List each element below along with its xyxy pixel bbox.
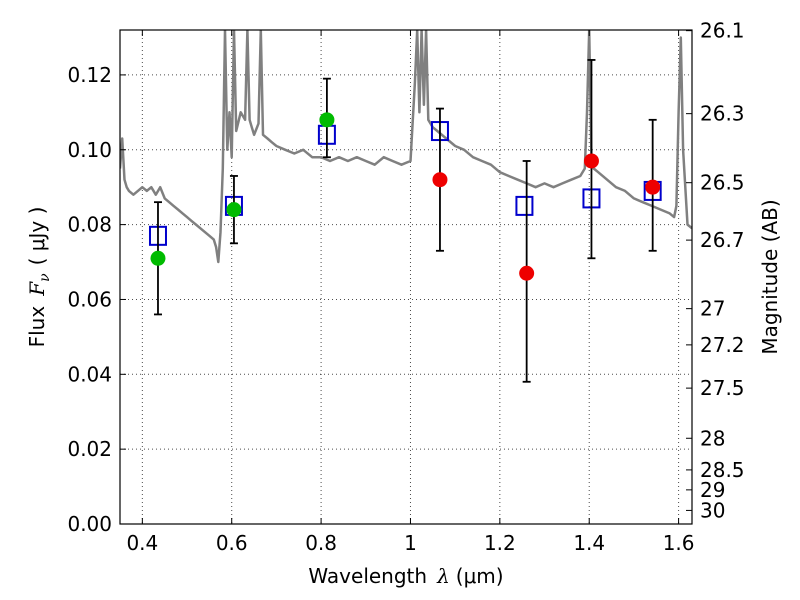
x-tick-label: 1: [404, 531, 417, 555]
plot-frame: [119, 29, 693, 525]
y2-tick-label: 27: [700, 297, 725, 321]
y2-tick-label: 26.3: [700, 102, 745, 126]
observed-point: [432, 172, 448, 188]
y-tick-label: 0.04: [67, 362, 112, 386]
observed-point: [583, 153, 599, 169]
grid: [120, 30, 692, 525]
x-tick-label: 0.8: [305, 531, 337, 555]
y2-tick-label: 28.5: [700, 458, 745, 482]
observed-point: [645, 179, 661, 195]
y2-tick-label: 26.5: [700, 171, 745, 195]
y2-axis-title: Magnitude (AB): [758, 199, 782, 354]
y-tick-label: 0.08: [67, 213, 112, 237]
x-tick-label: 1.2: [484, 531, 516, 555]
y-axis-title: FluxFν( μJy ): [25, 207, 53, 348]
x-tick-label: 1.4: [573, 531, 605, 555]
y-tick-label: 0.12: [67, 63, 112, 87]
y2-tick-label: 26.7: [700, 228, 745, 252]
y-tick-label: 0.02: [67, 437, 112, 461]
x-tick-label: 0.4: [126, 531, 158, 555]
y2-tick-label: 26.1: [700, 19, 745, 43]
observed-point: [150, 250, 166, 266]
axes: 0.4 0.6 0.8 1 1.2 1.4 1.6 0.00 0.02 0.04 0.06 0.08 0…: [67, 19, 744, 555]
y2-tick-label: 27.2: [700, 333, 745, 357]
y2-tick-label: 29: [700, 478, 725, 502]
observed-point: [519, 265, 535, 281]
sed-model-line: [120, 30, 692, 264]
y2-tick-label: 28: [700, 426, 725, 450]
x-tick-label: 1.6: [663, 531, 695, 555]
y-tick-label: 0.10: [67, 138, 112, 162]
model-band-square: [515, 195, 534, 216]
y2-tick-label: 27.5: [700, 376, 745, 400]
y-tick-label: 0.00: [67, 512, 112, 536]
y2-tick-label: 30: [700, 498, 725, 522]
x-axis-title: Wavelength λ (μm): [308, 564, 503, 588]
data-layer: [120, 30, 692, 383]
observed-point: [226, 202, 242, 218]
observed-point: [319, 112, 335, 128]
y-tick-label: 0.06: [67, 287, 112, 311]
x-tick-label: 0.6: [216, 531, 248, 555]
